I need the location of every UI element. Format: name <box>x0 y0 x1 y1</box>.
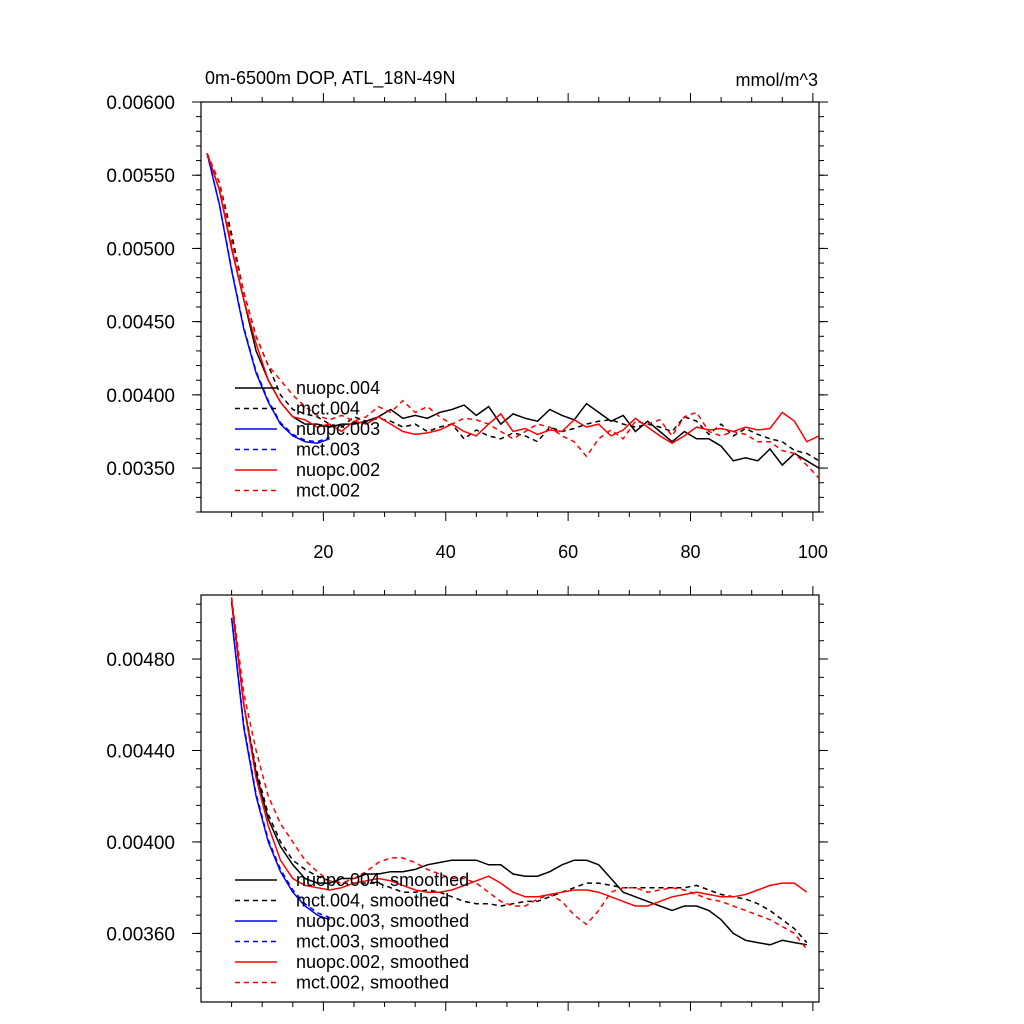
top-x-tick-label: 100 <box>798 542 828 562</box>
chart-title: 0m-6500m DOP, ATL_18N-49N <box>205 68 455 89</box>
top-x-tick-label: 40 <box>436 542 456 562</box>
top-series-line-5 <box>206 153 819 479</box>
top-y-tick-label: 0.00400 <box>106 386 175 407</box>
top-series-line-3 <box>206 153 330 443</box>
top-y-tick-label: 0.00550 <box>106 166 175 187</box>
top-legend-label-1: mct.004 <box>296 399 360 419</box>
top-y-tick-label: 0.00500 <box>106 239 175 260</box>
bottom-y-tick-label: 0.00440 <box>106 741 175 762</box>
top-legend-label-2: nuopc.003 <box>296 419 380 439</box>
bottom-legend-label-1: mct.004, smoothed <box>296 891 449 911</box>
bottom-plot-frame <box>200 594 820 1003</box>
bottom-y-tick-label: 0.00480 <box>106 650 175 671</box>
top-y-tick-label: 0.00450 <box>106 313 175 334</box>
bottom-series-line-4 <box>230 599 808 907</box>
top-legend-label-3: mct.003 <box>296 440 360 460</box>
top-legend-label-0: nuopc.004 <box>296 378 380 398</box>
top-x-tick-label: 80 <box>680 542 700 562</box>
top-series-line-1 <box>206 153 819 462</box>
bottom-series-line-0 <box>230 601 807 946</box>
bottom-series-line-5 <box>230 597 808 950</box>
top-x-tick-label: 20 <box>313 542 333 562</box>
top-y-tick-label: 0.00350 <box>106 459 175 480</box>
bottom-y-tick-label: 0.00400 <box>106 833 175 854</box>
top-legend-label-5: mct.002 <box>296 481 360 501</box>
bottom-legend-label-3: mct.003, smoothed <box>296 932 449 952</box>
top-panel: 20 40 60 80 100 0.00350 0.00400 0.00450 0.00500 0… <box>106 93 828 562</box>
top-plot-frame <box>200 101 820 513</box>
bottom-legend-label-5: mct.002, smoothed <box>296 973 449 993</box>
bottom-legend-label-2: nuopc.003, smoothed <box>296 911 469 931</box>
bottom-series-line-2 <box>230 617 330 921</box>
top-series-line-4 <box>206 153 819 445</box>
bottom-panel: 0.00360 0.00400 0.00440 0.00480 nuopc.004, s… <box>106 586 828 1011</box>
units-label: mmol/m^3 <box>736 70 818 90</box>
bottom-series-line-3 <box>230 617 330 919</box>
top-series-line-0 <box>206 153 819 469</box>
top-legend-label-4: nuopc.002 <box>296 460 380 480</box>
top-y-tick-label: 0.00600 <box>106 93 175 114</box>
bottom-y-tick-label: 0.00360 <box>106 924 175 945</box>
bottom-legend-label-0: nuopc.004, smoothed <box>296 870 469 890</box>
top-x-tick-label: 60 <box>558 542 578 562</box>
bottom-legend-label-4: nuopc.002, smoothed <box>296 952 469 972</box>
